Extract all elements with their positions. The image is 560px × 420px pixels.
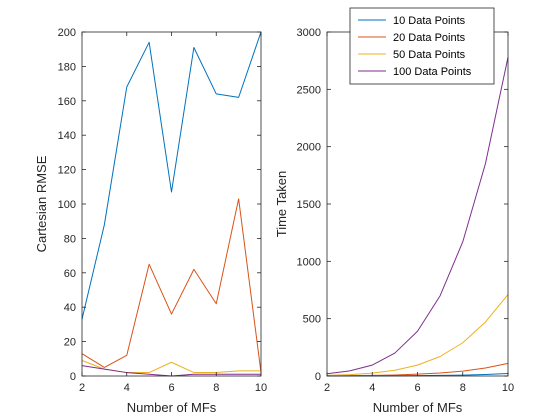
legend-entry-2: 20 Data Points	[393, 32, 466, 44]
y-tick-label: 140	[58, 130, 76, 142]
x-tick-label: 2	[79, 382, 85, 394]
legend-entry-1: 10 Data Points	[393, 15, 466, 27]
y-tick-label: 160	[58, 96, 76, 108]
x-tick-label: 4	[369, 382, 375, 394]
y-tick-label: 180	[58, 61, 76, 73]
series-line-4	[326, 57, 509, 375]
series-line-2	[81, 198, 262, 373]
y-tick-label: 3000	[297, 27, 321, 39]
y-tick-label: 80	[64, 233, 76, 245]
y-axis-label: Time Taken	[274, 171, 289, 237]
plot-panel-1: 2 4 6 8 10020406080100120140160180200Number …	[34, 27, 267, 415]
x-tick-label: 10	[255, 382, 267, 394]
y-tick-label: 20	[64, 337, 76, 349]
y-tick-label: 100	[58, 199, 76, 211]
legend: 10 Data Points 20 Data Points 50 Data Poin…	[349, 7, 495, 85]
y-tick-label: 0	[70, 371, 76, 383]
y-tick-label: 500	[303, 314, 321, 326]
y-tick-label: 1500	[297, 199, 321, 211]
y-tick-label: 200	[58, 27, 76, 39]
x-tick-label: 6	[168, 382, 174, 394]
y-tick-label: 60	[64, 268, 76, 280]
y-tick-label: 120	[58, 165, 76, 177]
legend-entry-3: 50 Data Points	[393, 49, 466, 61]
x-tick-label: 6	[414, 382, 420, 394]
x-axis-label: Number of MFs	[373, 400, 463, 415]
y-tick-label: 2500	[297, 84, 321, 96]
x-axis-label: Number of MFs	[127, 400, 217, 415]
y-axis-label: Cartesian RMSE	[34, 155, 49, 252]
y-tick-label: 0	[315, 371, 321, 383]
y-tick-label: 40	[64, 302, 76, 314]
x-tick-label: 8	[460, 382, 466, 394]
y-tick-label: 2000	[297, 142, 321, 154]
x-tick-label: 10	[502, 382, 514, 394]
x-tick-label: 4	[124, 382, 130, 394]
x-tick-label: 8	[213, 382, 219, 394]
axes-box	[81, 31, 262, 377]
series-line-3	[81, 360, 261, 374]
series-line-3	[326, 294, 509, 376]
plot-panel-2: 2 4 6 8 10 0 500 1000 1500 2000 2500 3000 Number of …	[274, 7, 514, 415]
x-tick-label: 2	[324, 382, 330, 394]
legend-entry-4: 100 Data Points	[393, 66, 472, 78]
series-line-1	[81, 31, 262, 320]
y-tick-label: 1000	[297, 256, 321, 268]
